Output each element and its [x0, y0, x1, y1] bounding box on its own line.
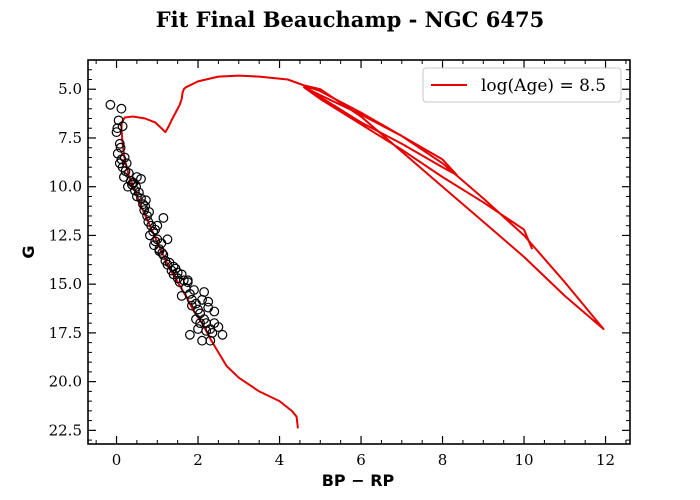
legend-label-isochrone: log(Age) = 8.5	[481, 76, 606, 96]
scatter-point	[117, 121, 128, 132]
scatter-point	[213, 322, 224, 332]
scatter-point	[209, 306, 220, 317]
scatter-point	[116, 103, 127, 114]
y-tick-label: 20.0	[49, 373, 82, 391]
plot-frame	[87, 59, 631, 445]
y-axis-label: G	[19, 245, 38, 258]
scatter-point	[158, 212, 169, 223]
scatter-point	[119, 152, 130, 163]
scatter-point	[162, 234, 173, 245]
scatter-point	[139, 205, 150, 216]
x-tick-label: 12	[596, 451, 615, 469]
scatter-point	[140, 201, 151, 212]
scatter-point	[121, 158, 132, 169]
scatter-point	[150, 236, 161, 247]
x-axis-label: BP − RP	[322, 471, 395, 490]
x-tick-label: 8	[438, 451, 448, 469]
scatter-point	[176, 291, 187, 301]
scatter-point	[154, 246, 165, 256]
scatter-point	[182, 277, 193, 288]
chart-title: Fit Final Beauchamp - NGC 6475	[156, 7, 544, 32]
scatter-point	[197, 335, 208, 346]
x-tick-label: 2	[193, 451, 203, 469]
y-tick-label: 7.5	[58, 129, 82, 147]
scatter-point	[205, 335, 216, 346]
scatter-point	[114, 138, 125, 149]
y-tick-label: 10.0	[49, 178, 82, 196]
scatter-point	[193, 324, 203, 334]
scatter-point	[199, 287, 210, 297]
scatter-point	[111, 127, 122, 138]
y-tick-label: 12.5	[49, 226, 82, 244]
plot-area	[105, 74, 605, 429]
y-tick-label: 22.5	[49, 421, 82, 439]
isochrone-line	[120, 74, 605, 429]
scatter-point	[184, 329, 195, 340]
scatter-point	[152, 220, 163, 231]
scatter-point	[144, 230, 155, 241]
legend-box	[422, 67, 622, 103]
scatter-point	[201, 326, 212, 336]
scatter-point	[189, 285, 199, 295]
scatter-point	[113, 115, 124, 126]
scatter-point	[195, 318, 206, 329]
scatter-point	[105, 99, 116, 110]
y-tick-label: 15.0	[49, 275, 82, 293]
y-tick-label: 5.0	[58, 80, 82, 98]
scatter-point	[112, 123, 123, 134]
scatter-point	[140, 195, 151, 206]
scatter-point	[217, 329, 228, 340]
x-tick-label: 0	[112, 451, 122, 469]
x-tick-label: 6	[356, 451, 366, 469]
y-tick-label: 17.5	[49, 324, 82, 342]
scatter-point	[172, 267, 183, 278]
axis-ticks: 0 2 4 6 8 10 12 5.0 7.5 10.0 12.5 15.0 17.5 20.0 22.5	[49, 59, 630, 469]
scatter-point	[133, 187, 144, 198]
scatter-point	[115, 142, 126, 153]
scatter-point	[131, 172, 142, 182]
x-tick-label: 4	[275, 451, 285, 469]
scatter-point	[186, 300, 197, 311]
x-tick-label: 10	[514, 451, 533, 469]
scatter-point	[157, 248, 168, 258]
legend: log(Age) = 8.5	[422, 67, 622, 103]
scatter-point	[203, 296, 214, 307]
scatter-point	[136, 193, 146, 204]
scatter-point	[128, 177, 139, 188]
